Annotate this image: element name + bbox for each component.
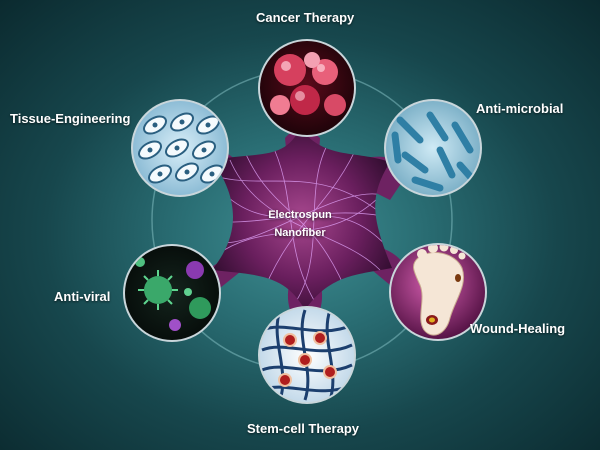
bacteria-icon <box>384 99 482 197</box>
virus-icon <box>123 244 221 342</box>
label-stem-cell-therapy: Stem-cell Therapy <box>247 421 359 436</box>
foot-wound-icon <box>389 243 487 341</box>
cancer-cells-icon <box>258 39 356 137</box>
stem-cell-scaffold-icon <box>258 306 356 404</box>
label-cancer-therapy: Cancer Therapy <box>256 10 355 25</box>
center-label: Electrospun Nanofiber <box>245 206 355 242</box>
center-label-line2: Nanofiber <box>274 227 326 239</box>
fiber-strands <box>212 139 392 310</box>
label-wound-healing: Wound-Healing <box>470 321 566 336</box>
nanofiber-hub <box>212 128 392 310</box>
center-label-line1: Electrospun <box>268 209 332 221</box>
label-anti-viral: Anti-viral <box>54 289 111 304</box>
label-tissue-engineering: Tissue-Engineering <box>10 111 131 126</box>
tissue-cells-icon <box>131 99 229 197</box>
label-anti-microbial: Anti-microbial <box>476 101 564 116</box>
